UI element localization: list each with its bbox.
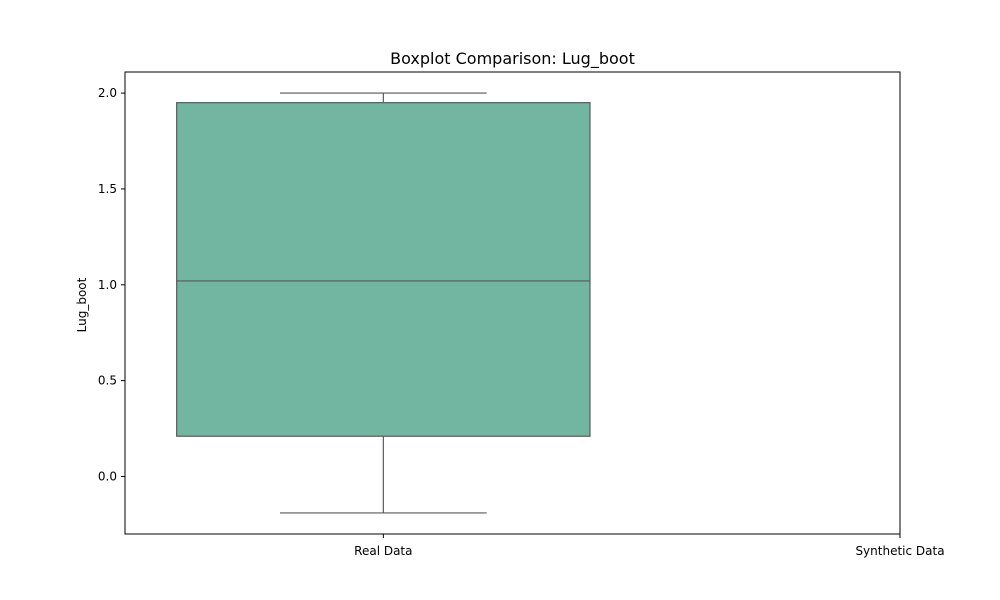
x-tick-label: Synthetic Data [855,544,944,558]
plot-frame [124,71,901,535]
box-iqr [176,102,591,437]
y-tick-label: 1.0 [98,278,117,292]
chart-title: Boxplot Comparison: Lug_boot [390,49,635,69]
y-tick-label: 0.0 [98,469,117,483]
y-axis-label: Lug_boot [75,277,89,332]
y-tick-label: 1.5 [98,182,117,196]
plot-area: 0.0 0.5 1.0 1.5 2.0 Real Data Synthetic Data [98,86,945,558]
y-tick-label: 2.0 [98,86,117,100]
x-tick-label: Real Data [354,544,412,558]
y-tick-label: 0.5 [98,374,117,388]
